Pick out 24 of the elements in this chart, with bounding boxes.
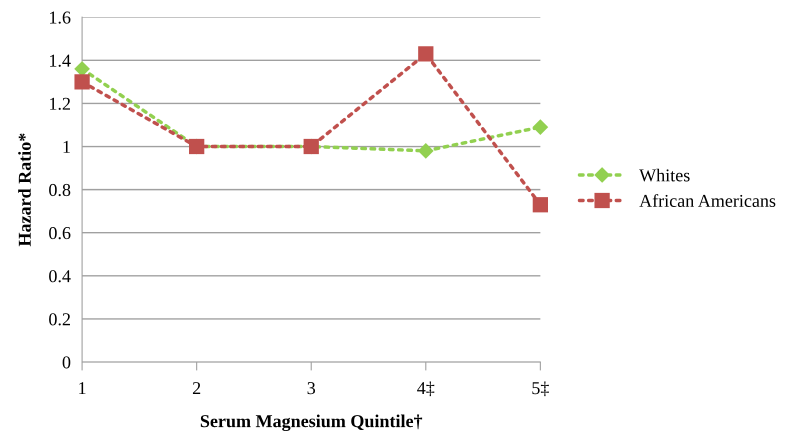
x-axis-title: Serum Magnesium Quintile† — [200, 414, 422, 432]
point — [532, 197, 548, 212]
y-tick-label: 0 — [62, 356, 70, 369]
point — [74, 61, 90, 76]
point — [532, 120, 548, 135]
y-tick-label: 0.6 — [49, 226, 70, 240]
y-tick-label: 0.8 — [49, 184, 70, 196]
point — [74, 74, 90, 90]
legend-label: African Americans — [639, 194, 776, 207]
y-tick-label: 0.4 — [49, 270, 71, 282]
y-tick-label: 1 — [64, 140, 70, 153]
point — [418, 143, 434, 158]
y-tick-label: 1.4 — [50, 54, 71, 67]
x-tick-label: 4‡ — [417, 382, 434, 396]
y-axis-title: Hazard Ratio* — [18, 133, 31, 246]
y-tick-label: 1.6 — [50, 12, 70, 24]
x-tick-label: 1 — [79, 382, 86, 394]
y-tick-label: 1.2 — [50, 98, 70, 110]
point — [418, 46, 434, 62]
y-tick-label: 0.2 — [49, 313, 70, 326]
x-tick-label: 5‡ — [532, 382, 549, 396]
legend-label: Whites — [639, 168, 690, 182]
x-tick-label: 3 — [308, 382, 316, 394]
x-tick-label: 2 — [192, 382, 200, 394]
